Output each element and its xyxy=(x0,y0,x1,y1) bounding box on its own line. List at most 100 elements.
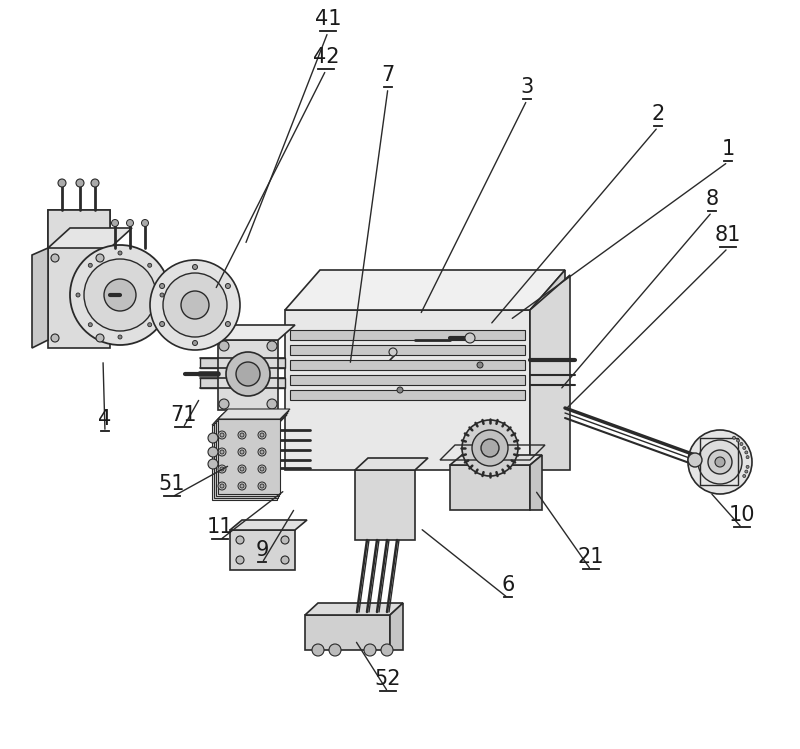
Circle shape xyxy=(148,264,152,267)
Circle shape xyxy=(159,321,165,327)
Polygon shape xyxy=(290,360,525,370)
Text: 9: 9 xyxy=(255,540,269,560)
Circle shape xyxy=(208,459,218,469)
Circle shape xyxy=(238,465,246,473)
Circle shape xyxy=(740,443,743,446)
Circle shape xyxy=(737,439,739,442)
Circle shape xyxy=(240,467,244,471)
Circle shape xyxy=(70,245,170,345)
Circle shape xyxy=(698,440,742,484)
Circle shape xyxy=(238,431,246,439)
Circle shape xyxy=(733,436,735,439)
Circle shape xyxy=(236,556,244,564)
Polygon shape xyxy=(216,421,279,496)
Circle shape xyxy=(258,431,266,439)
Circle shape xyxy=(260,467,264,471)
Circle shape xyxy=(159,284,165,288)
Circle shape xyxy=(148,323,152,327)
Text: 1: 1 xyxy=(722,139,734,159)
Circle shape xyxy=(160,293,164,297)
Polygon shape xyxy=(450,455,542,465)
Polygon shape xyxy=(285,270,565,310)
Circle shape xyxy=(238,482,246,490)
Polygon shape xyxy=(216,411,289,421)
Polygon shape xyxy=(290,345,525,355)
Text: 42: 42 xyxy=(313,47,339,67)
Polygon shape xyxy=(200,358,285,368)
Polygon shape xyxy=(390,603,403,650)
Polygon shape xyxy=(305,615,390,650)
Text: 71: 71 xyxy=(170,405,196,425)
Circle shape xyxy=(236,362,260,386)
Circle shape xyxy=(208,447,218,457)
Circle shape xyxy=(218,482,226,490)
Circle shape xyxy=(219,399,229,409)
Circle shape xyxy=(281,556,289,564)
Polygon shape xyxy=(530,275,570,470)
Circle shape xyxy=(742,475,746,478)
Circle shape xyxy=(193,264,198,270)
Circle shape xyxy=(76,179,84,187)
Polygon shape xyxy=(305,603,403,615)
Circle shape xyxy=(708,450,732,474)
Circle shape xyxy=(745,451,748,454)
Circle shape xyxy=(240,450,244,454)
Circle shape xyxy=(238,448,246,456)
Circle shape xyxy=(389,348,397,356)
Circle shape xyxy=(240,484,244,488)
Text: 41: 41 xyxy=(314,9,342,29)
Polygon shape xyxy=(285,310,530,470)
Polygon shape xyxy=(212,425,277,500)
Circle shape xyxy=(745,470,748,473)
Circle shape xyxy=(312,644,324,656)
Polygon shape xyxy=(218,419,280,494)
Text: 8: 8 xyxy=(706,189,718,209)
Polygon shape xyxy=(212,415,287,425)
Circle shape xyxy=(240,433,244,437)
Polygon shape xyxy=(218,325,295,340)
Polygon shape xyxy=(530,455,542,510)
Circle shape xyxy=(715,457,725,467)
Polygon shape xyxy=(48,210,110,348)
Polygon shape xyxy=(218,409,290,419)
Circle shape xyxy=(150,260,240,350)
Circle shape xyxy=(260,450,264,454)
Polygon shape xyxy=(450,465,530,510)
Circle shape xyxy=(260,433,264,437)
Circle shape xyxy=(329,644,341,656)
Text: 6: 6 xyxy=(502,575,514,595)
Circle shape xyxy=(218,448,226,456)
Circle shape xyxy=(746,455,749,458)
Circle shape xyxy=(88,323,92,327)
Circle shape xyxy=(465,333,475,343)
Circle shape xyxy=(381,644,393,656)
Circle shape xyxy=(84,259,156,331)
Circle shape xyxy=(220,433,224,437)
Circle shape xyxy=(746,465,749,468)
Polygon shape xyxy=(355,458,428,470)
Circle shape xyxy=(742,446,746,449)
Text: 4: 4 xyxy=(98,409,112,429)
Polygon shape xyxy=(218,340,278,410)
Text: 7: 7 xyxy=(382,65,394,85)
Circle shape xyxy=(220,484,224,488)
Circle shape xyxy=(258,448,266,456)
Circle shape xyxy=(76,293,80,297)
Circle shape xyxy=(267,399,277,409)
Text: 3: 3 xyxy=(520,77,534,97)
Circle shape xyxy=(688,430,752,494)
Text: 21: 21 xyxy=(578,547,604,567)
Text: 51: 51 xyxy=(158,474,186,494)
Circle shape xyxy=(126,219,134,226)
Circle shape xyxy=(397,387,403,393)
Circle shape xyxy=(472,430,508,466)
Circle shape xyxy=(281,536,289,544)
Circle shape xyxy=(218,431,226,439)
Circle shape xyxy=(181,291,209,319)
Circle shape xyxy=(96,334,104,342)
Polygon shape xyxy=(32,248,48,348)
Circle shape xyxy=(364,644,376,656)
Polygon shape xyxy=(214,413,288,423)
Circle shape xyxy=(111,219,118,226)
Polygon shape xyxy=(230,530,295,570)
